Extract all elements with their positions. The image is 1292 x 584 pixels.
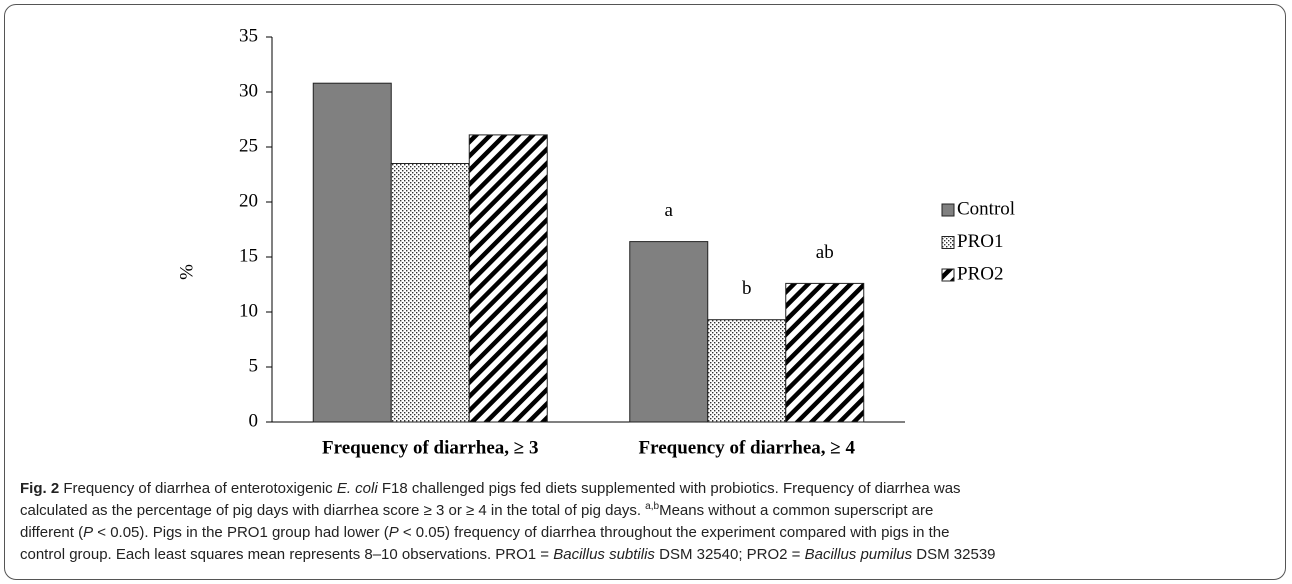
caption-line: Fig. 2 Frequency of diarrhea of enteroto… [20,478,996,500]
caption-run: control group. Each least squares mean r… [20,546,554,563]
significance-letter: ab [816,242,834,263]
caption: Fig. 2 Frequency of diarrhea of enteroto… [20,478,996,566]
caption-run: Means without a common superscript are [659,502,934,519]
caption-line: calculated as the percentage of pig days… [20,500,996,522]
caption-run: E. coli [336,480,378,497]
caption-run: P [388,524,399,541]
legend-label: PRO2 [957,263,1003,284]
legend-label: PRO1 [957,231,1003,252]
bar [785,282,865,423]
significance-letter: b [742,278,752,299]
caption-line: different (P < 0.05). Pigs in the PRO1 g… [20,522,996,544]
caption-run: < 0.05). Pigs in the PRO1 group had lowe… [93,524,389,541]
caption-run: a,b [645,501,660,512]
bar [629,241,709,423]
caption-run: Frequency of diarrhea of enterotoxigenic [59,480,337,497]
y-tick-label: 30 [239,80,258,101]
caption-line: control group. Each least squares mean r… [20,544,996,566]
chart: % 0 5 10 15 20 25 30 35 Frequency of diarrhea, ≥… [176,25,1015,458]
caption-run: P [83,524,94,541]
y-tick-label: 20 [239,190,258,211]
x-tick-label: Frequency of diarrhea, ≥ 3 [322,437,538,458]
legend-label: Control [957,198,1015,219]
caption-run: calculated as the percentage of pig days… [20,502,646,519]
legend-swatch [941,203,955,217]
bar [707,319,787,423]
y-tick-label: 25 [239,135,258,156]
caption-run: Fig. 2 [20,480,60,497]
bar [390,163,470,423]
significance-letter: a [665,200,674,221]
y-tick-label: 0 [249,410,259,431]
y-axis-label: % [176,264,197,280]
y-tick-label: 35 [239,25,258,46]
caption-run: different ( [20,524,84,541]
caption-run: DSM 32539 [912,546,996,563]
figure-frame [4,4,1286,580]
caption-run: F18 challenged pigs fed diets supplement… [377,480,961,497]
x-tick-label: Frequency of diarrhea, ≥ 4 [639,437,856,458]
y-tick-label: 10 [239,300,258,321]
caption-run: < 0.05) frequency of diarrhea throughout… [398,524,950,541]
y-tick-label: 15 [239,245,258,266]
caption-run: DSM 32540; PRO2 = [654,546,805,563]
legend-swatch [941,268,955,282]
legend-swatch [941,236,955,249]
caption-run: Bacillus subtilis [553,546,655,563]
bar [312,82,392,423]
caption-run: Bacillus pumilus [804,546,913,563]
bar [468,134,548,423]
y-tick-label: 5 [249,355,259,376]
